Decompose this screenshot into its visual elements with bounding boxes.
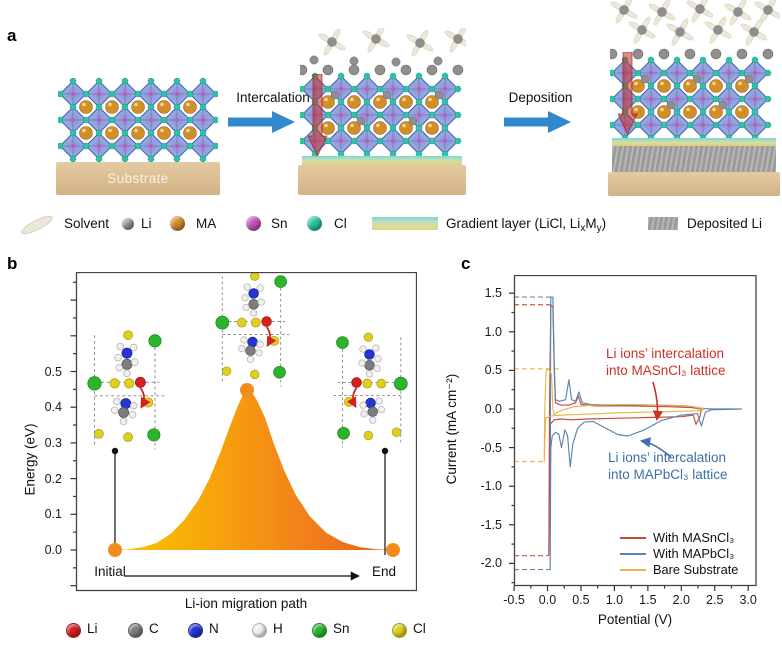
panel-c-label: c xyxy=(461,254,471,273)
c-x-tick-label: 2.5 xyxy=(706,593,724,607)
substrate-label: Substrate xyxy=(107,171,169,186)
atom-legend: Li C N H Sn Cl xyxy=(58,620,448,642)
cl-atom-icon xyxy=(392,623,407,638)
panel-b-label: b xyxy=(7,254,18,273)
blue-line-swatch xyxy=(620,553,646,555)
perovskite-lattice-initial xyxy=(58,78,218,163)
blue-annotation-arrow-icon xyxy=(639,437,672,458)
legend-solvent-label: Solvent xyxy=(64,216,110,231)
annotation-masncl3: Li ions’ intercalation into MASnCl₃ latt… xyxy=(606,346,726,378)
li-atom-icon xyxy=(66,623,81,638)
red-line-swatch xyxy=(620,537,646,539)
substrate-block-middle xyxy=(298,165,466,195)
cv-plot xyxy=(509,275,757,591)
substrate-block: Substrate xyxy=(56,162,220,195)
sn-sphere-icon xyxy=(246,216,261,231)
c-atom-icon xyxy=(128,623,143,638)
gradient-layer-right xyxy=(612,138,776,146)
intercalation-label: Intercalation xyxy=(236,90,310,105)
legend-deposited-label: Deposited Li xyxy=(687,216,763,231)
legend-sn-label: Sn xyxy=(271,216,288,231)
c-y-tick-label: -1.5 xyxy=(480,517,502,532)
solvated-li-layer xyxy=(309,28,466,67)
deposition-label: Deposition xyxy=(508,90,573,105)
c-y-axis-title: Current (mA cm⁻²) xyxy=(444,373,459,485)
c-y-tick-label: 0.5 xyxy=(484,363,502,378)
sn-atom-icon xyxy=(312,623,327,638)
deposited-li-layer xyxy=(612,146,776,172)
li-sphere-icon xyxy=(122,218,134,230)
legend-li-label: Li xyxy=(141,216,152,231)
c-x-tick-label: 1.5 xyxy=(639,593,657,607)
perovskite-lattice-deposited xyxy=(610,48,774,142)
c-x-tick-label: 1.0 xyxy=(605,593,624,607)
c-y-tick-label: -0.5 xyxy=(480,440,502,455)
legend-cl-label: Cl xyxy=(334,216,347,231)
intercalation-arrow-icon xyxy=(228,111,295,133)
h-atom-icon xyxy=(252,623,267,638)
b-y-tick-label: 0.4 xyxy=(44,400,62,415)
legend-gradient-label: Gradient layer (LiCl, LixMy) xyxy=(446,216,607,234)
n-atom-icon xyxy=(188,623,203,638)
solvent-icon xyxy=(21,215,53,235)
b-x-axis-title: Li-ion migration path xyxy=(184,596,308,611)
substrate-block-right xyxy=(608,172,780,196)
yellow-line-swatch xyxy=(620,569,646,571)
deposited-li-swatch xyxy=(648,217,678,230)
c-y-tick-label: 1.0 xyxy=(484,324,502,339)
annotation-mapbcl3: Li ions’ intercalation into MAPbCl₃ latt… xyxy=(608,450,728,482)
c-x-tick-label: 2.0 xyxy=(672,593,690,607)
c-y-tick-label: -1.0 xyxy=(480,479,502,494)
panel-a-label: a xyxy=(7,26,17,45)
c-y-tick-label: 1.5 xyxy=(484,286,502,301)
c-x-tick-label: 3.0 xyxy=(739,593,757,607)
energy-profile-plot xyxy=(70,272,417,592)
b-y-tick-label: 0.0 xyxy=(44,543,62,557)
gradient-layer-swatch xyxy=(372,217,438,230)
solvent-layer-right xyxy=(610,0,780,46)
c-y-tick-label: -2.0 xyxy=(480,556,502,571)
c-x-tick-label: 0.5 xyxy=(572,593,590,607)
gradient-layer-middle xyxy=(302,156,462,165)
li-flux-arrow-icon xyxy=(308,74,328,158)
b-y-tick-label: 0.5 xyxy=(44,364,62,379)
c-x-tick-label: -0.5 xyxy=(503,593,525,607)
b-x-end-label: End xyxy=(371,564,397,579)
cl-sphere-icon xyxy=(307,216,322,231)
b-x-start-label: Initial xyxy=(94,564,126,579)
deposition-arrow-icon xyxy=(504,111,571,133)
b-y-tick-label: 0.1 xyxy=(44,507,62,522)
legend-ma-label: MA xyxy=(196,216,217,231)
ma-sphere-icon xyxy=(170,216,185,231)
c-x-tick-label: 0.0 xyxy=(538,593,557,607)
b-y-tick-label: 0.2 xyxy=(44,471,62,486)
panel-a-legend: Solvent Li MA Sn Cl Gradient layer (LiCl… xyxy=(0,210,782,240)
li-flux-arrow-icon-right xyxy=(618,52,638,136)
c-x-axis-title: Potential (V) xyxy=(597,612,673,627)
c-y-tick-label: 0.0 xyxy=(484,402,502,416)
red-annotation-arrow-icon xyxy=(652,381,664,422)
b-y-tick-label: 0.3 xyxy=(44,435,62,450)
